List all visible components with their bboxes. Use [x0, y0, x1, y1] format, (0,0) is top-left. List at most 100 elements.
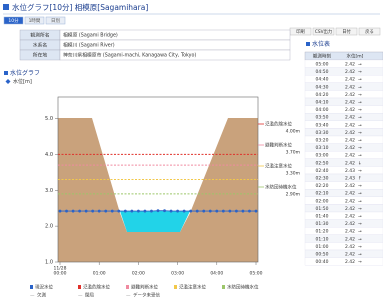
info-label: 所在地 — [33, 52, 48, 59]
data-point — [202, 210, 205, 213]
table-title-icon — [306, 42, 310, 46]
data-point — [228, 210, 231, 213]
legend-swatch — [222, 285, 225, 289]
data-point — [215, 210, 218, 213]
y-tick-label: 5.0 — [45, 116, 53, 122]
data-point — [104, 210, 107, 213]
row-trend: → — [358, 154, 362, 159]
y-tick-label: 4.0 — [45, 152, 53, 158]
row-time: 04:10 — [316, 100, 329, 106]
row-value: 2.42 — [345, 145, 355, 151]
data-point — [183, 210, 186, 213]
page: 水位グラフ[10分] 相模原[Sagamihara] 10分1時間日別印刷CSV… — [0, 0, 383, 305]
data-point — [59, 210, 62, 213]
row-value: 2.42 — [345, 107, 355, 113]
row-trend: → — [358, 116, 362, 121]
row-value: 2.42 — [345, 84, 355, 90]
row-time: 03:30 — [316, 130, 329, 136]
legend-label: 現況水位 — [35, 284, 53, 291]
button-label[interactable]: 日付 — [342, 28, 351, 35]
y-tick-label: 2.0 — [45, 224, 53, 230]
row-time: 01:10 — [316, 236, 329, 242]
row-value: 2.42 — [345, 206, 355, 212]
row-value: 2.42 — [345, 221, 355, 227]
chart-title-icon — [4, 71, 8, 75]
row-time: 01:00 — [316, 244, 329, 250]
row-trend: → — [358, 85, 362, 90]
chart-title: 水位グラフ — [10, 69, 40, 77]
row-time: 03:00 — [316, 153, 329, 159]
button-label[interactable]: 戻る — [365, 28, 374, 35]
data-point — [91, 210, 94, 213]
row-time: 03:10 — [316, 145, 329, 151]
row-value: 2.42 — [345, 198, 355, 204]
row-trend: → — [358, 207, 362, 212]
row-value: 2.42 — [345, 153, 355, 159]
x-tick-label: 03:00 — [171, 271, 184, 277]
row-trend: → — [358, 169, 362, 174]
data-point — [255, 210, 258, 213]
legend-label: 氾濫注意水位 — [179, 284, 206, 291]
x-tick-label: 05:00 — [250, 271, 263, 277]
legend-label: 避難判断水位 — [131, 284, 158, 291]
tab-label[interactable]: 10分 — [8, 17, 19, 24]
row-trend: → — [358, 253, 362, 258]
info-label: 水系名 — [33, 42, 48, 49]
row-trend: ↓ — [358, 160, 362, 166]
row-value: 2.42 — [345, 115, 355, 121]
row-trend: ↑ — [358, 176, 362, 182]
threshold-value: 3.70m — [286, 150, 300, 156]
row-trend: → — [358, 199, 362, 204]
legend-swatch — [30, 285, 33, 289]
row-trend: → — [358, 237, 362, 242]
row-value: 2.42 — [345, 130, 355, 136]
data-point — [72, 210, 75, 213]
row-value: 2.42 — [345, 122, 355, 128]
data-point — [78, 210, 81, 213]
title-icon — [3, 4, 9, 10]
button-label[interactable]: CSV出力 — [315, 28, 332, 35]
row-trend: → — [358, 123, 362, 128]
data-point — [150, 210, 153, 213]
row-value: 2.42 — [345, 214, 355, 220]
legend-note: データ未受信 — [133, 292, 160, 299]
water — [120, 211, 190, 232]
row-time: 00:40 — [316, 259, 329, 265]
row-time: 03:50 — [316, 115, 329, 121]
table-column: 観測時刻 — [313, 53, 331, 60]
row-trend: → — [358, 260, 362, 265]
button-label[interactable]: 印刷 — [296, 28, 305, 35]
legend-marker: — — [126, 294, 131, 299]
row-trend: → — [358, 245, 362, 250]
row-value: 2.42 — [345, 236, 355, 242]
info-label: 観測所名 — [30, 32, 49, 39]
x-tick-label: 02:00 — [132, 271, 145, 277]
data-point — [130, 210, 133, 213]
row-trend: → — [358, 78, 362, 83]
row-trend: → — [358, 184, 362, 189]
row-value: 2.43 — [345, 176, 355, 182]
row-time: 04:40 — [316, 77, 329, 83]
tab-label[interactable]: 日別 — [51, 17, 60, 24]
row-time: 02:10 — [316, 191, 329, 197]
data-point — [196, 210, 199, 213]
row-value: 2.42 — [345, 160, 355, 166]
row-value: 2.42 — [345, 244, 355, 250]
data-point — [248, 210, 251, 213]
data-point — [124, 210, 127, 213]
legend-swatch — [78, 285, 81, 289]
table-title: 水位表 — [312, 40, 330, 48]
x-date-label: 11/28 — [54, 266, 67, 272]
tab-label[interactable]: 1時間 — [29, 18, 41, 24]
row-time: 03:20 — [316, 138, 329, 144]
info-value: 神奈川県相模原市 (Sagami-machi, Kanagawa City, T… — [63, 52, 196, 59]
legend-label: 水防団待機水位 — [227, 284, 259, 291]
data-point — [209, 210, 212, 213]
row-trend: → — [358, 93, 362, 98]
row-value: 2.42 — [345, 92, 355, 98]
threshold-value: 4.00m — [286, 129, 300, 135]
row-time: 02:20 — [316, 183, 329, 189]
threshold-name: 氾濫危険水位 — [265, 121, 292, 128]
y-tick-label: 1.0 — [45, 260, 53, 266]
data-point — [111, 210, 114, 213]
